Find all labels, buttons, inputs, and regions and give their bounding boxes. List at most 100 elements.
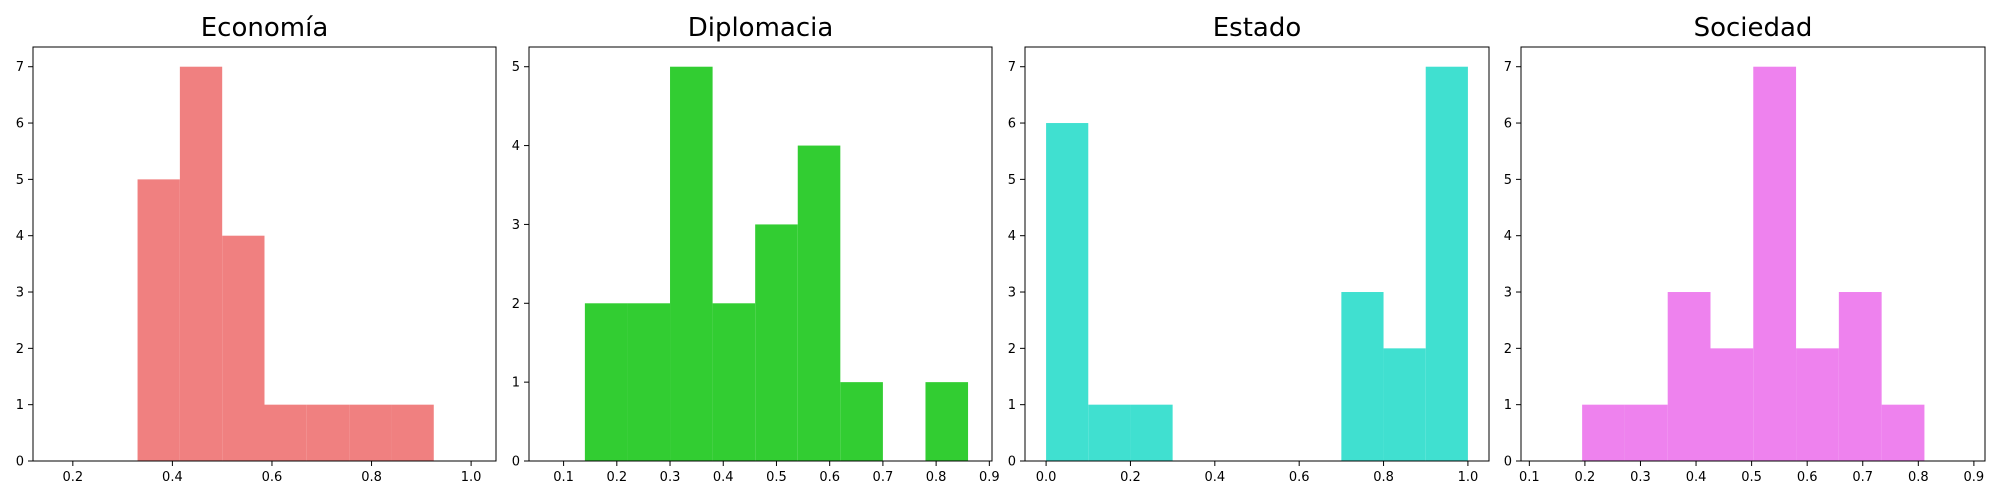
histogram-bar (1667, 292, 1711, 461)
y-tick-label: 5 (1008, 173, 1016, 188)
axes-frame (1024, 46, 1490, 462)
y-tick-label: 6 (16, 117, 24, 132)
histogram-bar (797, 145, 841, 461)
y-tick-label: 2 (16, 342, 24, 357)
y-tick-label: 4 (1504, 229, 1512, 244)
x-tick-label: 0.6 (262, 470, 283, 485)
histogram-bar (925, 382, 969, 461)
histogram-bar (1383, 348, 1426, 461)
histogram-bar (670, 66, 713, 462)
x-tick-label: 1.0 (461, 470, 482, 485)
y-tick-label: 6 (1008, 117, 1016, 132)
histogram-bar (137, 179, 180, 461)
y-tick-label: 0 (512, 455, 520, 470)
histogram-bar (391, 404, 434, 461)
chart-panel: 0.2 0.4 0.6 0.8 1.0 0 1 2 3 4 5 6 7 Economía (16, 13, 497, 485)
histogram-bar (349, 404, 392, 461)
chart-title: Economía (201, 13, 329, 43)
y-tick-label: 1 (1504, 398, 1512, 413)
chart-panel: 0.1 0.2 0.3 0.4 0.5 0.6 0.7 0.8 0.9 0 1 2 3 4 5 Diploma… (512, 13, 1000, 485)
x-tick-label: 0.3 (660, 470, 681, 485)
histogram-bar (1425, 66, 1468, 462)
x-tick-label: 0.6 (1289, 470, 1310, 485)
histogram-bar (627, 303, 671, 461)
histogram-bar (1088, 404, 1131, 461)
histogram-bar (1582, 404, 1625, 461)
y-tick-label: 0 (16, 455, 24, 470)
x-tick-label: 0.6 (819, 470, 840, 485)
y-tick-label: 7 (1008, 60, 1016, 75)
y-tick-label: 7 (1504, 60, 1512, 75)
histogram-bar (222, 235, 265, 461)
x-tick-label: 0.9 (1964, 470, 1985, 485)
x-tick-label: 1.0 (1458, 470, 1479, 485)
x-tick-label: 0.9 (979, 470, 1000, 485)
histogram-bar (840, 382, 883, 461)
x-tick-label: 0.2 (1575, 470, 1596, 485)
x-tick-label: 0.2 (1120, 470, 1141, 485)
histogram-bar (1624, 404, 1668, 461)
x-tick-label: 0.7 (1852, 470, 1873, 485)
chart-panel: 0.1 0.2 0.3 0.4 0.5 0.6 0.7 0.8 0.9 0 1 2 3 4 5 6 7 Socie… (1504, 13, 1986, 485)
y-tick-label: 1 (16, 398, 24, 413)
y-tick-label: 4 (1008, 229, 1016, 244)
x-tick-label: 0.8 (926, 470, 947, 485)
chart-title: Diplomacia (688, 13, 834, 43)
chart-panel: 0.0 0.2 0.4 0.6 0.8 1.0 0 1 2 3 4 5 6 7 Estado (1008, 13, 1490, 485)
y-tick-label: 7 (16, 60, 24, 75)
histogram-bar (1341, 292, 1384, 461)
x-tick-label: 0.1 (1519, 470, 1540, 485)
x-tick-label: 0.1 (553, 470, 574, 485)
chart-title: Estado (1213, 13, 1302, 43)
y-tick-label: 5 (512, 60, 520, 75)
x-tick-label: 0.8 (361, 470, 382, 485)
y-tick-label: 2 (1008, 342, 1016, 357)
x-tick-label: 0.3 (1630, 470, 1651, 485)
x-tick-label: 0.0 (1036, 470, 1057, 485)
x-tick-label: 0.4 (713, 470, 734, 485)
y-tick-label: 6 (1504, 117, 1512, 132)
x-tick-label: 0.5 (1741, 470, 1762, 485)
histogram-bar (264, 404, 307, 461)
y-tick-label: 3 (16, 286, 24, 301)
x-tick-label: 0.2 (606, 470, 627, 485)
y-tick-label: 5 (16, 173, 24, 188)
histogram-bar (1838, 292, 1882, 461)
y-tick-label: 3 (512, 218, 520, 233)
y-tick-label: 4 (512, 139, 520, 154)
histogram-bar (179, 66, 223, 462)
histogram-bar (1710, 348, 1754, 461)
x-tick-label: 0.6 (1797, 470, 1818, 485)
y-tick-label: 1 (1008, 398, 1016, 413)
x-tick-label: 0.2 (62, 470, 83, 485)
x-tick-label: 0.5 (766, 470, 787, 485)
axes-frame (32, 46, 497, 462)
y-tick-label: 0 (1504, 455, 1512, 470)
axes-frame (528, 46, 993, 462)
y-tick-label: 5 (1504, 173, 1512, 188)
histogram-bar (1130, 404, 1173, 461)
histogram-bar (712, 303, 756, 461)
histogram-bar (1046, 123, 1089, 461)
x-tick-label: 0.4 (162, 470, 183, 485)
x-tick-label: 0.4 (1686, 470, 1707, 485)
axes-frame (1520, 46, 1986, 462)
y-tick-label: 4 (16, 229, 24, 244)
y-tick-label: 2 (1504, 342, 1512, 357)
y-tick-label: 1 (512, 376, 520, 391)
y-tick-label: 3 (1008, 286, 1016, 301)
chart-title: Sociedad (1694, 13, 1813, 43)
x-tick-label: 0.7 (873, 470, 894, 485)
histogram-bar (306, 404, 350, 461)
y-tick-label: 3 (1504, 286, 1512, 301)
x-tick-label: 0.4 (1204, 470, 1225, 485)
histogram-bar (1753, 66, 1797, 462)
x-tick-label: 0.8 (1373, 470, 1394, 485)
y-tick-label: 0 (1008, 455, 1016, 470)
histogram-bar (584, 303, 628, 461)
histogram-bar (755, 224, 798, 461)
x-tick-label: 0.8 (1908, 470, 1929, 485)
y-tick-label: 2 (512, 297, 520, 312)
histogram-bar (1796, 348, 1839, 461)
